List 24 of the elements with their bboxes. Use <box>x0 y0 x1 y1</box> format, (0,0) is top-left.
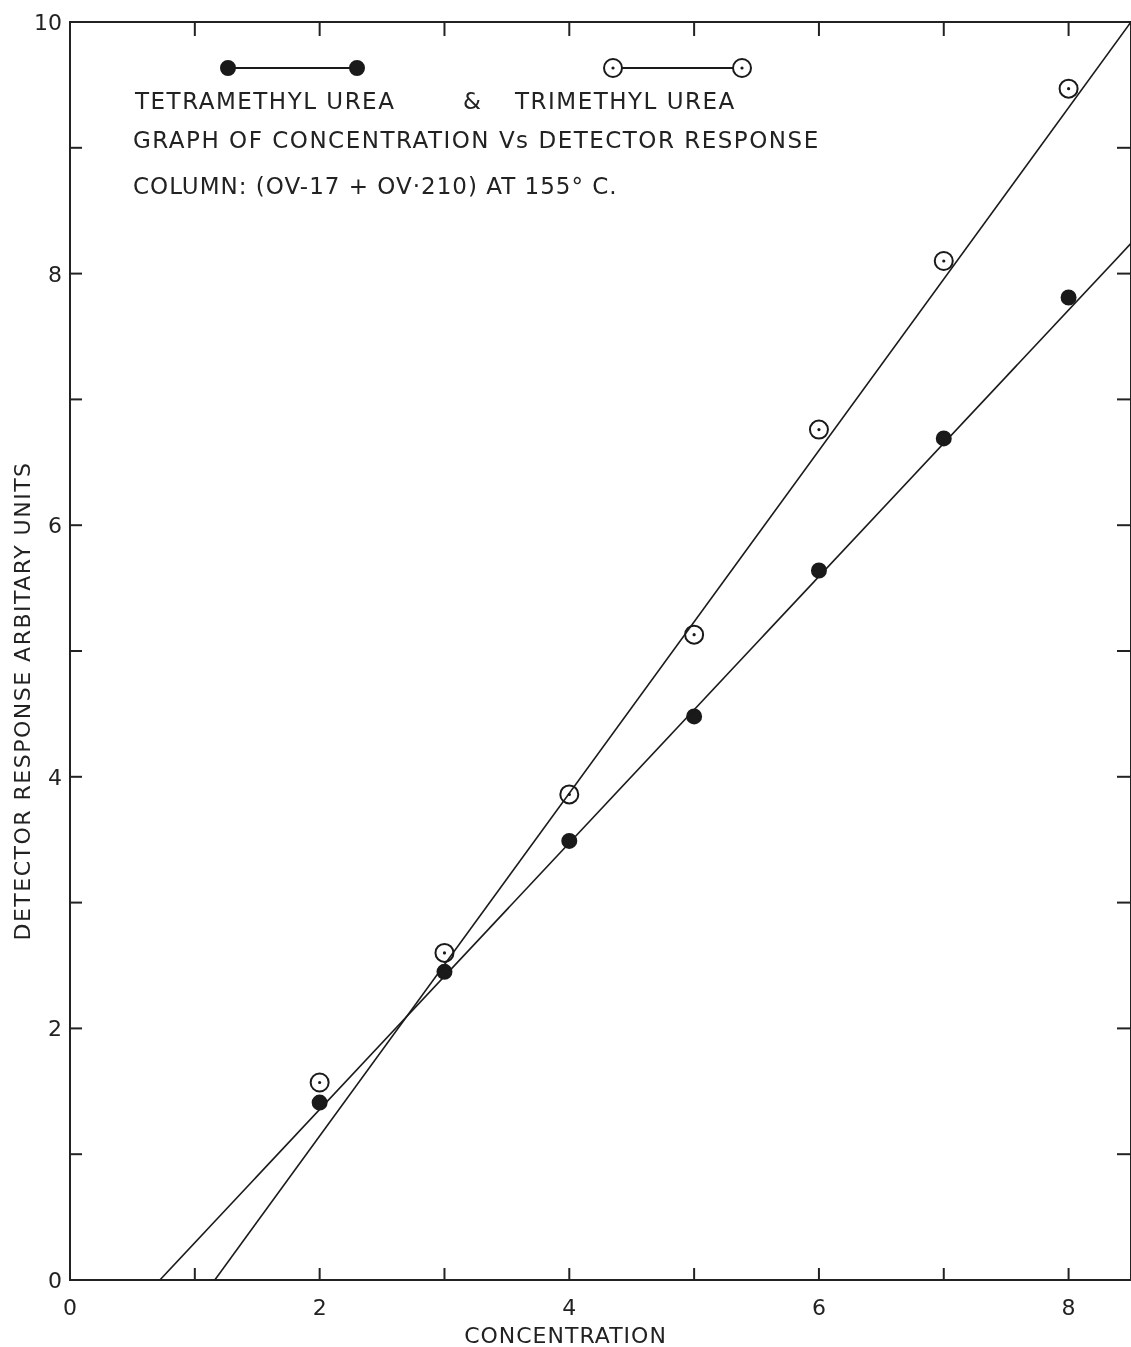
y-tick-label: 6 <box>48 513 62 539</box>
point <box>1060 289 1077 306</box>
y-tick-label: 8 <box>48 261 62 287</box>
annotation: & <box>463 88 481 114</box>
y-axis-title: DETECTOR RESPONSE ARBITARY UNITS <box>10 461 35 941</box>
text: GRAPH OF CONCENTRATION Vs DETECTOR RESPONSE <box>133 127 820 153</box>
text: COLUMN: (OV-17 + OV·210) AT 155° C. <box>133 173 618 199</box>
point <box>1058 78 1079 99</box>
x-tick-label: 6 <box>811 1295 826 1320</box>
y-tick-label: 4 <box>48 764 62 790</box>
point <box>309 1072 330 1093</box>
x-tick-label: 4 <box>562 1295 577 1320</box>
x-tick-label: 2 <box>312 1295 327 1320</box>
y-tick-label: 10 <box>34 10 62 35</box>
x-tick-label: 8 <box>1061 1295 1076 1320</box>
legend-label: TETRAMETHYL UREA <box>134 88 396 114</box>
x-axis-title: CONCENTRATION <box>464 1323 667 1347</box>
point <box>933 251 954 272</box>
point <box>434 942 455 963</box>
y-tick-label: 0 <box>48 1268 62 1293</box>
point <box>684 624 705 645</box>
legend-label: TRIMETHYL UREA <box>514 88 736 114</box>
y-tick-label: 2 <box>48 1016 62 1042</box>
point <box>808 419 829 440</box>
